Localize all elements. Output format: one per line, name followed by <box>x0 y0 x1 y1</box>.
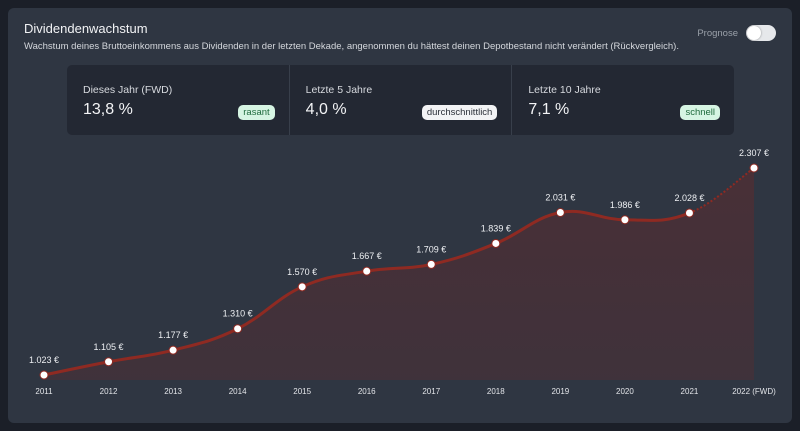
forecast-toggle-group: Prognose <box>697 25 776 41</box>
x-tick-label: 2011 <box>35 387 53 396</box>
x-tick-label: 2012 <box>100 387 118 396</box>
stat-badge: durchschnittlich <box>421 105 498 120</box>
x-tick-label: 2016 <box>358 387 376 396</box>
data-label: 1.177 € <box>158 330 188 340</box>
data-label: 2.307 € <box>739 148 769 158</box>
x-tick-label: 2019 <box>551 387 569 396</box>
data-point <box>233 324 243 334</box>
x-tick-label: 2015 <box>293 387 311 396</box>
x-tick-label: 2014 <box>229 387 247 396</box>
data-label: 1.986 € <box>610 200 640 210</box>
x-tick-label: 2013 <box>164 387 182 396</box>
data-label: 2.031 € <box>545 192 575 202</box>
x-tick-label: 2021 <box>681 387 699 396</box>
stat-value: 7,1 % <box>528 101 570 118</box>
area-fill <box>44 168 754 380</box>
x-tick-label: 2017 <box>422 387 440 396</box>
data-point <box>168 345 178 355</box>
data-point <box>104 357 114 367</box>
data-label: 1.667 € <box>352 251 382 261</box>
data-label: 1.839 € <box>481 223 511 233</box>
data-point <box>297 282 307 292</box>
data-label: 2.028 € <box>674 193 704 203</box>
x-tick-label: 2020 <box>616 387 634 396</box>
x-tick-label: 2018 <box>487 387 505 396</box>
data-point <box>620 215 630 225</box>
card-title: Dividendenwachstum <box>24 21 148 36</box>
data-label: 1.105 € <box>94 342 124 352</box>
stat-last-5-years: Letzte 5 Jahre 4,0 % durchschnittlich <box>290 65 513 135</box>
stat-badge: rasant <box>238 105 275 120</box>
stat-label: Letzte 5 Jahre <box>305 84 373 96</box>
forecast-toggle-label: Prognose <box>697 27 738 39</box>
forecast-line <box>689 167 755 214</box>
stat-last-10-years: Letzte 10 Jahre 7,1 % schnell <box>512 65 734 135</box>
data-point <box>555 207 565 217</box>
data-point <box>362 266 372 276</box>
x-tick-label: 2022 (FWD) <box>732 387 776 396</box>
data-point <box>749 163 759 173</box>
toggle-knob <box>747 26 761 40</box>
data-point <box>426 259 436 269</box>
stat-value: 4,0 % <box>305 101 347 118</box>
stat-value: 13,8 % <box>83 101 133 118</box>
data-point <box>684 208 694 218</box>
stat-label: Dieses Jahr (FWD) <box>83 84 173 96</box>
stat-badge: schnell <box>680 105 721 120</box>
data-label: 1.709 € <box>416 244 446 254</box>
card-subtitle: Wachstum deines Bruttoeinkommens aus Div… <box>24 41 679 52</box>
data-point <box>491 238 501 248</box>
stats-panel: Dieses Jahr (FWD) 13,8 % rasant Letzte 5… <box>67 65 734 135</box>
data-label: 1.023 € <box>29 355 59 365</box>
stat-label: Letzte 10 Jahre <box>528 84 601 96</box>
data-label: 1.570 € <box>287 267 317 277</box>
forecast-toggle[interactable] <box>746 25 776 41</box>
data-label: 1.310 € <box>223 309 253 319</box>
stat-this-year: Dieses Jahr (FWD) 13,8 % rasant <box>67 65 290 135</box>
data-point <box>39 370 49 380</box>
